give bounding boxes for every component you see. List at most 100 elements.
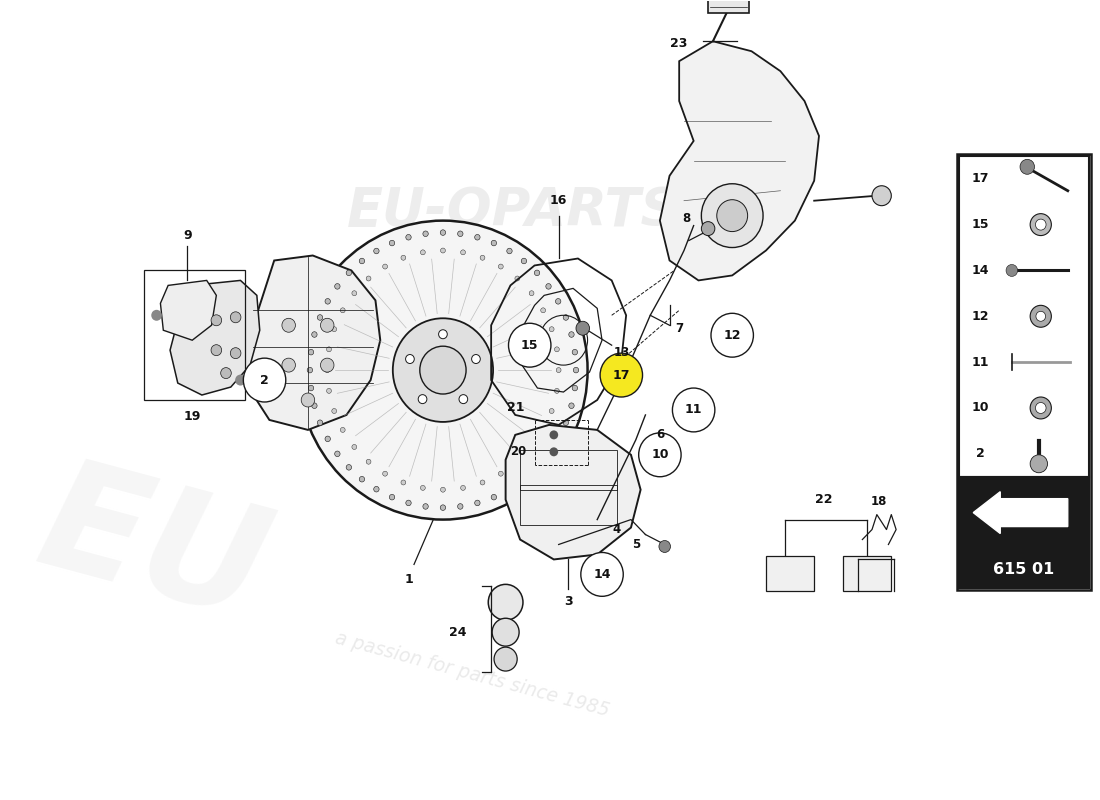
Circle shape xyxy=(374,248,379,254)
Circle shape xyxy=(393,318,493,422)
Text: 3: 3 xyxy=(564,594,573,608)
Bar xyxy=(959,477,1089,549)
Circle shape xyxy=(549,409,554,414)
Text: a passion for parts since 1985: a passion for parts since 1985 xyxy=(332,628,612,720)
Circle shape xyxy=(458,504,463,510)
Text: 14: 14 xyxy=(593,568,611,581)
Text: 615 01: 615 01 xyxy=(993,562,1055,577)
Circle shape xyxy=(418,394,427,404)
Circle shape xyxy=(308,350,314,355)
Bar xyxy=(520,450,616,490)
Circle shape xyxy=(383,264,387,269)
Text: 15: 15 xyxy=(521,338,539,352)
Circle shape xyxy=(235,374,245,386)
Text: 19: 19 xyxy=(184,410,201,423)
Text: 10: 10 xyxy=(971,402,989,414)
Circle shape xyxy=(1031,455,1047,473)
Circle shape xyxy=(549,326,554,332)
Circle shape xyxy=(282,358,296,372)
Text: 10: 10 xyxy=(651,448,669,462)
Circle shape xyxy=(307,367,312,373)
Circle shape xyxy=(461,250,465,255)
Circle shape xyxy=(573,367,579,373)
Circle shape xyxy=(439,330,448,338)
Circle shape xyxy=(480,255,485,260)
Bar xyxy=(766,557,814,591)
Circle shape xyxy=(498,264,503,269)
Circle shape xyxy=(320,358,334,372)
Circle shape xyxy=(515,276,519,281)
Text: EU: EU xyxy=(24,448,284,651)
Circle shape xyxy=(554,388,559,394)
Bar xyxy=(957,154,1091,590)
Circle shape xyxy=(475,500,480,506)
Circle shape xyxy=(332,326,337,332)
Circle shape xyxy=(541,308,546,313)
Bar xyxy=(843,557,891,591)
Circle shape xyxy=(327,347,331,352)
Circle shape xyxy=(320,318,334,332)
Circle shape xyxy=(282,318,296,332)
Text: 24: 24 xyxy=(449,626,466,638)
Bar xyxy=(959,156,1089,477)
Bar xyxy=(959,550,1089,588)
Polygon shape xyxy=(161,281,217,340)
Circle shape xyxy=(389,240,395,246)
Circle shape xyxy=(298,221,587,519)
Circle shape xyxy=(702,184,763,247)
Circle shape xyxy=(458,231,463,237)
Text: 16: 16 xyxy=(550,194,568,207)
Circle shape xyxy=(230,312,241,322)
Circle shape xyxy=(406,234,411,240)
Circle shape xyxy=(546,451,551,457)
Circle shape xyxy=(301,393,315,407)
Circle shape xyxy=(308,386,314,391)
Circle shape xyxy=(507,486,513,492)
Circle shape xyxy=(346,270,352,276)
Circle shape xyxy=(563,314,569,320)
Circle shape xyxy=(1031,214,1052,235)
Circle shape xyxy=(1035,402,1046,414)
Circle shape xyxy=(581,553,624,596)
Circle shape xyxy=(529,445,534,450)
Circle shape xyxy=(507,248,513,254)
Circle shape xyxy=(346,465,352,470)
Circle shape xyxy=(352,445,356,450)
Text: 6: 6 xyxy=(656,428,664,442)
Circle shape xyxy=(324,298,330,304)
Circle shape xyxy=(702,222,715,235)
Circle shape xyxy=(717,200,748,231)
Circle shape xyxy=(556,298,561,304)
Bar xyxy=(708,0,749,14)
Circle shape xyxy=(639,433,681,477)
Circle shape xyxy=(340,427,345,432)
FancyArrow shape xyxy=(974,492,1068,534)
Circle shape xyxy=(472,354,481,363)
Text: 11: 11 xyxy=(971,356,989,369)
Circle shape xyxy=(402,480,406,485)
Circle shape xyxy=(521,258,527,264)
Circle shape xyxy=(366,276,371,281)
Text: 4: 4 xyxy=(613,523,620,536)
Text: 20: 20 xyxy=(510,446,526,458)
Circle shape xyxy=(672,388,715,432)
Text: 13: 13 xyxy=(613,346,629,358)
Circle shape xyxy=(440,487,446,492)
Polygon shape xyxy=(660,42,820,281)
Circle shape xyxy=(406,354,415,363)
Circle shape xyxy=(556,436,561,442)
Circle shape xyxy=(569,403,574,409)
Circle shape xyxy=(317,420,322,426)
Circle shape xyxy=(402,255,406,260)
Circle shape xyxy=(601,353,642,397)
Text: 11: 11 xyxy=(685,403,703,417)
Circle shape xyxy=(374,486,379,492)
Circle shape xyxy=(572,350,578,355)
Circle shape xyxy=(498,471,503,476)
Circle shape xyxy=(332,409,337,414)
Circle shape xyxy=(383,471,387,476)
Polygon shape xyxy=(245,255,381,430)
Circle shape xyxy=(488,584,522,620)
Circle shape xyxy=(324,436,330,442)
Text: 12: 12 xyxy=(724,329,741,342)
